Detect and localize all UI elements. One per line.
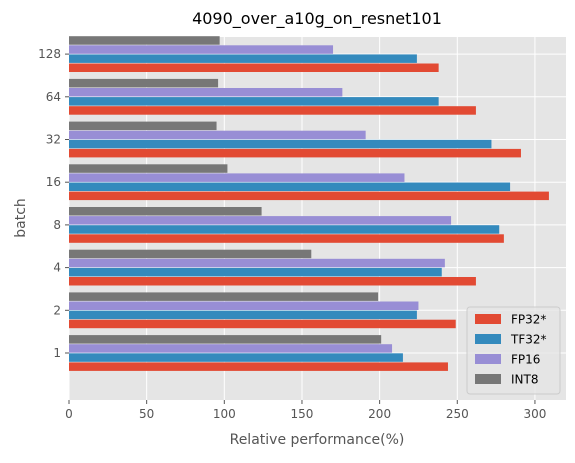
- x-tick-label: 200: [368, 407, 391, 421]
- y-tick-label: 4: [53, 261, 61, 275]
- bar-int8-batch-1: [69, 335, 381, 344]
- y-tick-label: 2: [53, 303, 61, 317]
- bar-fp32-batch-64: [69, 106, 476, 115]
- chart-title: 4090_over_a10g_on_resnet101: [192, 9, 442, 29]
- y-tick-label: 8: [53, 218, 61, 232]
- bar-fp16-batch-16: [69, 173, 404, 182]
- x-tick-label: 50: [139, 407, 154, 421]
- bar-int8-batch-4: [69, 250, 311, 259]
- x-tick-label: 250: [446, 407, 469, 421]
- bar-int8-batch-2: [69, 292, 378, 301]
- bar-int8-batch-64: [69, 79, 218, 88]
- legend-swatch: [475, 354, 501, 364]
- y-tick-label: 32: [46, 133, 61, 147]
- x-tick-label: 300: [523, 407, 546, 421]
- legend-swatch: [475, 334, 501, 344]
- bar-fp16-batch-128: [69, 45, 333, 54]
- bar-fp16-batch-8: [69, 216, 451, 225]
- bar-tf32-batch-128: [69, 54, 417, 63]
- bar-fp32-batch-32: [69, 149, 521, 158]
- bar-fp16-batch-2: [69, 302, 418, 311]
- bar-fp32-batch-2: [69, 320, 456, 329]
- bar-tf32-batch-8: [69, 225, 499, 234]
- bar-tf32-batch-1: [69, 353, 403, 362]
- bar-tf32-batch-4: [69, 268, 442, 277]
- bar-fp32-batch-16: [69, 192, 549, 201]
- bar-int8-batch-16: [69, 164, 227, 173]
- bar-fp16-batch-4: [69, 259, 445, 268]
- legend-label: FP32*: [511, 313, 546, 327]
- bar-fp32-batch-1: [69, 362, 448, 371]
- x-axis-label: Relative performance(%): [230, 432, 405, 448]
- x-tick-label: 150: [291, 407, 314, 421]
- bar-int8-batch-128: [69, 36, 220, 45]
- bar-fp32-batch-8: [69, 234, 504, 243]
- bar-tf32-batch-16: [69, 183, 510, 192]
- x-tick-label: 0: [65, 407, 73, 421]
- y-tick-label: 16: [46, 175, 61, 189]
- bar-fp16-batch-32: [69, 131, 366, 140]
- bar-fp32-batch-4: [69, 277, 476, 286]
- bar-fp16-batch-1: [69, 344, 392, 353]
- legend-swatch: [475, 314, 501, 324]
- bar-tf32-batch-2: [69, 311, 417, 320]
- bar-tf32-batch-64: [69, 97, 439, 106]
- legend: FP32* TF32* FP16 INT8: [467, 307, 560, 394]
- y-tick-label: 1: [53, 346, 61, 360]
- legend-label: FP16: [511, 353, 540, 367]
- bar-int8-batch-8: [69, 207, 262, 216]
- bar-int8-batch-32: [69, 122, 217, 131]
- bar-tf32-batch-32: [69, 140, 491, 149]
- y-tick-label: 128: [38, 47, 61, 61]
- legend-label: TF32*: [510, 333, 547, 347]
- bar-fp32-batch-128: [69, 64, 439, 73]
- legend-swatch: [475, 374, 501, 384]
- y-axis-label: batch: [13, 198, 29, 238]
- x-tick-label: 100: [213, 407, 236, 421]
- legend-label: INT8: [511, 373, 538, 387]
- bar-fp16-batch-64: [69, 88, 342, 97]
- y-tick-label: 64: [46, 90, 61, 104]
